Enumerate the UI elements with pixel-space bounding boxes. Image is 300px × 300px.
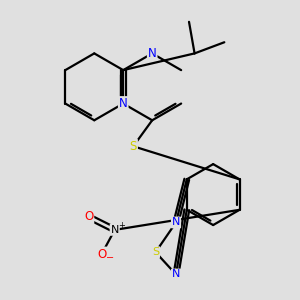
Text: N: N <box>172 218 180 227</box>
Text: N: N <box>172 269 180 280</box>
Text: +: + <box>118 221 125 230</box>
Text: S: S <box>152 247 159 257</box>
Text: −: − <box>106 253 114 263</box>
Text: O: O <box>84 210 93 224</box>
Text: N: N <box>110 225 119 235</box>
Text: S: S <box>130 140 137 153</box>
Text: N: N <box>119 97 128 110</box>
Text: N: N <box>148 47 157 60</box>
Text: O: O <box>97 248 106 260</box>
